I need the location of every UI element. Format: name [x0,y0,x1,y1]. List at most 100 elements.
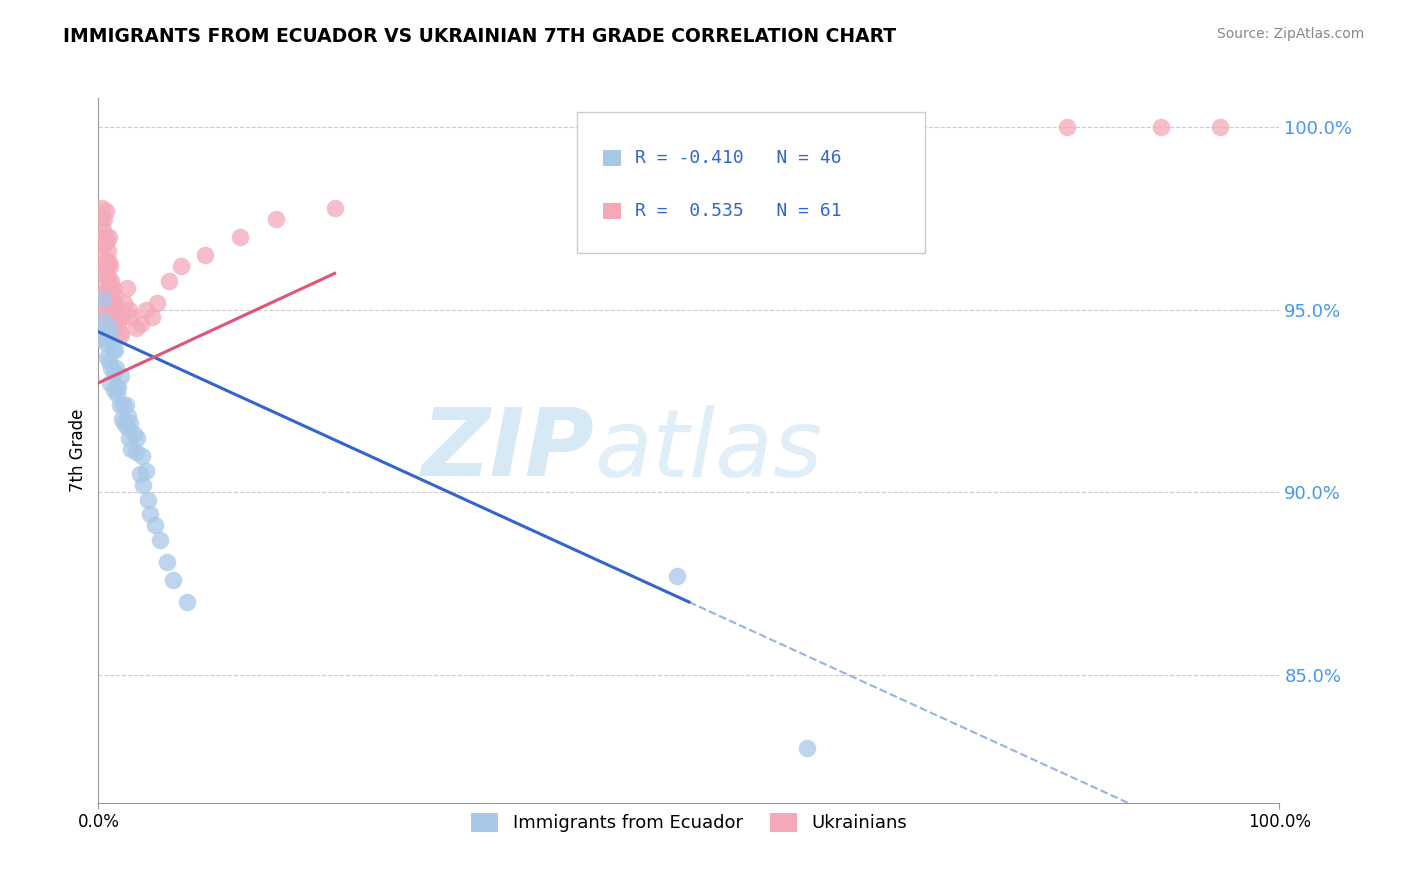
Point [110,328,132,343]
FancyBboxPatch shape [576,112,925,253]
Text: ZIP: ZIP [422,404,595,497]
Point [101,281,124,295]
Point [122,427,145,442]
Point [1209,120,1232,135]
Point [93,266,115,280]
Point [93,237,115,252]
Point [135,302,157,317]
Point [111,310,134,325]
Bar [603,203,621,219]
Point [121,310,143,325]
Point [104,343,127,357]
Point [105,310,128,325]
Point [97,244,120,259]
Point [156,555,179,569]
Point [91,230,114,244]
Text: R = -0.410   N = 46: R = -0.410 N = 46 [636,149,842,167]
Point [98,321,121,335]
Point [264,211,287,226]
Point [323,201,346,215]
Point [1056,120,1078,135]
Point [97,270,120,285]
Point [90,310,112,325]
Point [100,295,122,310]
Point [91,259,114,273]
Point [141,310,163,325]
Point [176,595,198,609]
Point [1150,120,1173,135]
Text: IMMIGRANTS FROM ECUADOR VS UKRAINIAN 7TH GRADE CORRELATION CHART: IMMIGRANTS FROM ECUADOR VS UKRAINIAN 7TH… [63,27,897,45]
Point [91,222,114,236]
Y-axis label: 7th Grade: 7th Grade [69,409,87,492]
Point [112,416,135,430]
Point [93,314,115,328]
Point [89,332,111,346]
Point [94,230,117,244]
Point [229,230,252,244]
Point [111,412,134,426]
Point [118,431,141,445]
Point [91,248,114,262]
Point [796,741,818,756]
Point [98,230,121,244]
Point [91,281,114,295]
Point [103,383,125,397]
Bar [603,150,621,166]
Point [112,398,135,412]
Point [157,274,180,288]
Point [98,259,121,273]
Point [112,295,135,310]
Point [146,295,169,310]
Point [96,328,118,343]
Point [143,518,166,533]
Point [128,467,150,482]
Point [105,302,128,317]
Point [94,335,117,350]
Point [125,445,148,459]
Point [103,310,125,325]
Point [120,416,142,430]
Point [93,211,115,226]
Point [101,302,124,317]
Point [93,302,115,317]
Legend: Immigrants from Ecuador, Ukrainians: Immigrants from Ecuador, Ukrainians [464,805,914,839]
Point [135,464,157,478]
Point [139,508,162,522]
Point [91,292,114,306]
Point [91,325,114,339]
Point [115,281,138,295]
Point [125,321,148,335]
Point [97,295,120,310]
Point [100,274,122,288]
Text: Source: ZipAtlas.com: Source: ZipAtlas.com [1216,27,1364,41]
Point [100,361,122,376]
Point [108,325,131,339]
Point [170,259,193,273]
Point [136,492,159,507]
Text: R =  0.535   N = 61: R = 0.535 N = 61 [636,202,842,219]
Text: atlas: atlas [595,405,823,496]
Point [105,387,128,401]
Point [98,285,121,299]
Point [115,419,138,434]
Point [107,318,129,332]
Point [666,569,689,583]
Point [104,318,127,332]
Point [96,234,118,248]
Point [96,285,118,299]
Point [104,295,127,310]
Point [162,573,184,587]
Point [121,442,143,456]
Point [110,368,132,383]
Point [89,292,111,306]
Point [194,248,217,262]
Point [98,354,121,368]
Point [131,449,153,463]
Point [94,255,117,269]
Point [94,285,117,299]
Point [94,204,117,219]
Point [117,409,139,423]
Point [98,255,121,269]
Point [90,211,112,226]
Point [91,201,114,215]
